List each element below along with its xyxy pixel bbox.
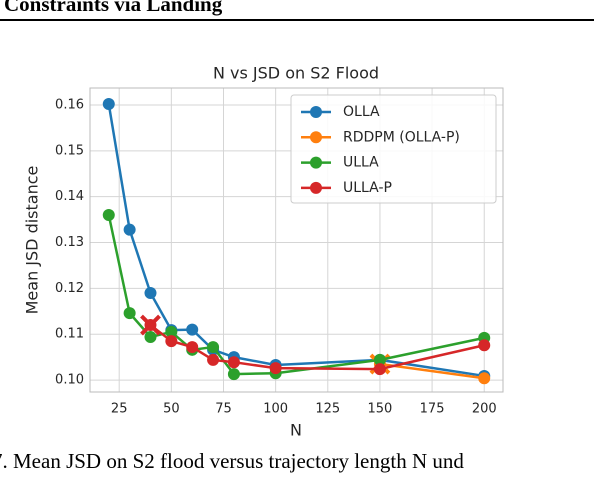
y-tick-label: 0.16 [55,97,84,112]
legend-marker [310,106,322,118]
point [478,372,491,385]
chart-title: N vs JSD on S2 Flood [213,64,379,83]
point [373,363,386,376]
series-line [379,362,485,380]
cross-marker [140,314,161,336]
point [478,339,491,352]
legend-marker [310,181,322,194]
point [269,362,282,375]
point [186,323,199,336]
legend-marker [310,156,322,169]
y-tick-label: 0.14 [55,189,84,204]
x-tick-label: 50 [163,402,180,417]
x-tick-label: 125 [315,402,340,417]
point [227,368,240,381]
point [102,98,115,111]
x-label: N [290,421,302,440]
point [207,353,220,366]
x-tick-label: 200 [472,402,497,417]
series-line [107,103,485,378]
legend-label: OLLA [343,104,380,120]
point [373,353,386,366]
point [186,341,199,354]
point [165,325,178,338]
y-tick-label: 0.15 [55,143,84,158]
point [144,330,157,343]
y-tick-label: 0.12 [55,281,84,296]
point [227,356,240,369]
legend-marker [310,131,322,144]
series-line [107,214,485,376]
x-tick-label: 75 [215,402,232,417]
x-tick-label: 175 [420,402,445,417]
point [207,341,220,354]
point [165,335,178,348]
x-tick-label: 25 [111,402,128,417]
y-tick-label: 0.13 [55,235,84,250]
axes-frame [89,87,504,393]
point [123,223,136,236]
point [144,286,157,299]
header: Constraints via Landing [4,0,223,16]
y-label: Mean JSD distance [23,166,42,315]
x-tick-label: 100 [263,402,288,417]
legend-label: RDDPM (OLLA-P) [343,129,460,145]
y-tick-label: 0.11 [55,327,84,342]
y-tick-label: 0.10 [55,373,84,388]
legend-box [290,94,497,204]
x-tick-label: 150 [368,402,393,417]
point [123,307,136,320]
plot: 0.10 0.11 0.12 0.13 0.14 0.15 0.16 25 50 75 100 125… [55,87,504,417]
legend-label: ULLA-P [343,180,392,196]
legend-label: ULLA [343,155,379,171]
caption: 7. Mean JSD on S2 flood versus trajector… [0,449,464,473]
point [102,209,115,222]
